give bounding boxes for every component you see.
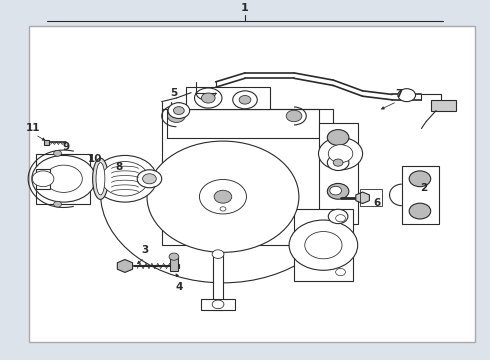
Circle shape: [199, 180, 246, 214]
Circle shape: [101, 162, 148, 196]
Circle shape: [137, 170, 162, 188]
Circle shape: [327, 184, 349, 199]
Circle shape: [328, 209, 348, 224]
Circle shape: [147, 141, 299, 252]
Polygon shape: [402, 166, 439, 224]
Circle shape: [143, 174, 156, 184]
Polygon shape: [201, 299, 235, 310]
Text: 3: 3: [141, 245, 148, 255]
Circle shape: [173, 107, 184, 114]
Circle shape: [286, 110, 302, 122]
Circle shape: [333, 159, 343, 166]
Polygon shape: [44, 140, 49, 145]
Circle shape: [233, 91, 257, 109]
Circle shape: [330, 186, 342, 195]
Polygon shape: [186, 87, 270, 109]
Circle shape: [212, 300, 224, 309]
Bar: [29, 26, 475, 342]
Circle shape: [327, 155, 349, 171]
Bar: [360, 189, 382, 206]
Polygon shape: [170, 257, 178, 271]
Circle shape: [220, 207, 226, 211]
Text: 8: 8: [115, 162, 122, 172]
Circle shape: [53, 150, 61, 156]
Polygon shape: [36, 169, 50, 189]
Circle shape: [409, 171, 431, 187]
Ellipse shape: [96, 163, 105, 195]
Ellipse shape: [93, 158, 108, 199]
Circle shape: [327, 130, 349, 145]
Text: 10: 10: [88, 154, 103, 165]
Circle shape: [409, 203, 431, 219]
Circle shape: [201, 93, 215, 103]
Circle shape: [195, 88, 222, 108]
Text: 11: 11: [26, 123, 41, 133]
Circle shape: [305, 231, 342, 259]
Text: 2: 2: [420, 184, 427, 193]
Circle shape: [32, 156, 96, 202]
Circle shape: [53, 201, 61, 207]
Circle shape: [336, 269, 345, 276]
Text: 9: 9: [63, 142, 70, 152]
Circle shape: [214, 190, 232, 203]
Circle shape: [328, 145, 353, 163]
Polygon shape: [294, 209, 353, 281]
Circle shape: [93, 156, 157, 202]
Circle shape: [169, 253, 179, 260]
Text: 6: 6: [373, 198, 381, 208]
Circle shape: [168, 103, 190, 118]
Circle shape: [212, 250, 224, 258]
Polygon shape: [318, 123, 358, 224]
Circle shape: [32, 171, 54, 187]
Circle shape: [318, 138, 363, 170]
Polygon shape: [36, 154, 90, 204]
Text: 4: 4: [175, 282, 183, 292]
Text: 5: 5: [171, 88, 177, 98]
Polygon shape: [117, 260, 133, 273]
Text: 7: 7: [395, 90, 403, 99]
Polygon shape: [162, 109, 333, 245]
Circle shape: [336, 215, 345, 222]
Polygon shape: [356, 192, 369, 203]
Circle shape: [239, 95, 251, 104]
Circle shape: [289, 220, 358, 270]
Polygon shape: [213, 245, 223, 310]
Polygon shape: [431, 100, 456, 111]
Text: 1: 1: [241, 3, 249, 13]
Circle shape: [398, 89, 416, 102]
Circle shape: [168, 109, 185, 122]
Circle shape: [45, 165, 82, 192]
